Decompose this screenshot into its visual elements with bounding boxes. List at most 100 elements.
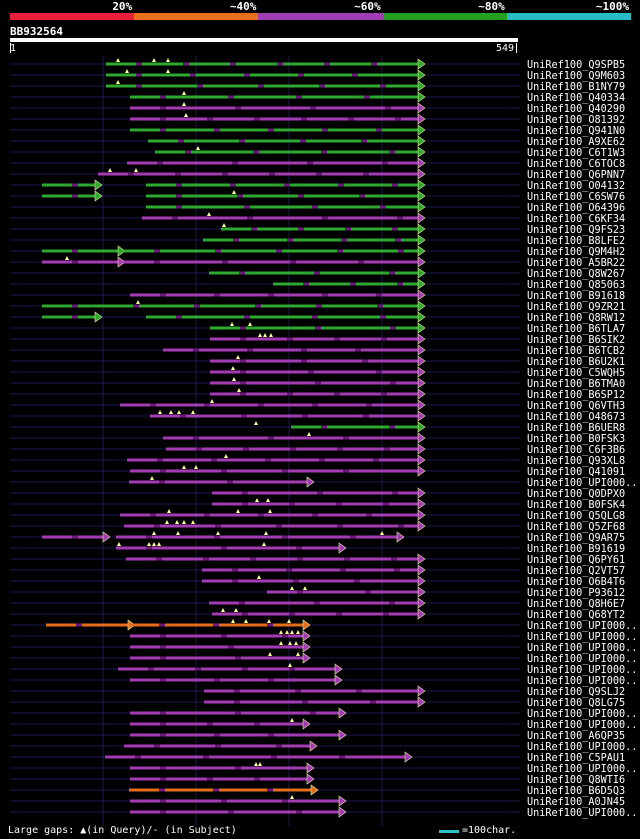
hit-label[interactable]: UniRef100_A0JN45 bbox=[527, 797, 625, 808]
hit-row[interactable]: UniRef100_Q8LG75 bbox=[10, 696, 625, 709]
hit-row[interactable]: UniRef100_Q6PNN7 bbox=[10, 168, 625, 181]
hit-label[interactable]: UniRef100_C6SW76 bbox=[527, 192, 625, 203]
hit-label[interactable]: UniRef100_Q8LG75 bbox=[527, 698, 625, 709]
hit-label[interactable]: UniRef100_O04132 bbox=[527, 181, 625, 192]
hit-label[interactable]: UniRef100_O48673 bbox=[527, 412, 625, 423]
hit-label[interactable]: UniRef100_Q0DPX0 bbox=[527, 489, 625, 500]
hit-row[interactable]: UniRef100_Q68YT2 bbox=[10, 608, 625, 621]
hit-row[interactable]: UniRef100_UPI000.. bbox=[10, 663, 637, 676]
hit-row[interactable]: UniRef100_Q9SLJ2 bbox=[10, 685, 625, 698]
hit-row[interactable]: UniRef100_C6T1W3 bbox=[10, 146, 625, 159]
hit-row[interactable]: UniRef100_Q40334 bbox=[10, 91, 625, 104]
hit-label[interactable]: UniRef100_Q40334 bbox=[527, 93, 625, 104]
hit-row[interactable]: UniRef100_Q8W267 bbox=[10, 267, 625, 280]
hit-label[interactable]: UniRef100_B91619 bbox=[527, 544, 625, 555]
hit-row[interactable]: UniRef100_UPI000.. bbox=[10, 674, 637, 687]
hit-label[interactable]: UniRef100_C6KF34 bbox=[527, 214, 625, 225]
hit-row[interactable]: UniRef100_Q9AR75 bbox=[10, 531, 625, 544]
hit-label[interactable]: UniRef100_Q9FS23 bbox=[527, 225, 625, 236]
hit-label[interactable]: UniRef100_Q5QLG8 bbox=[527, 511, 625, 522]
hit-label[interactable]: UniRef100_O6B4T6 bbox=[527, 577, 625, 588]
hit-row[interactable]: UniRef100_B6U2K1 bbox=[10, 355, 625, 368]
hit-row[interactable]: UniRef100_Q9SPB5 bbox=[10, 58, 625, 71]
hit-row[interactable]: UniRef100_B6SP12 bbox=[10, 388, 625, 401]
hit-row[interactable]: UniRef100_Q85063 bbox=[10, 278, 625, 291]
hit-row[interactable]: UniRef100_Q9FS23 bbox=[10, 223, 625, 236]
hit-row[interactable]: UniRef100_UPI000.. bbox=[10, 762, 637, 775]
hit-row[interactable]: UniRef100_Q8RW12 bbox=[10, 311, 625, 324]
hit-label[interactable]: UniRef100_Q85063 bbox=[527, 280, 625, 291]
hit-row[interactable]: UniRef100_P93612 bbox=[10, 586, 625, 599]
hit-label[interactable]: UniRef100_UPI000.. bbox=[527, 621, 637, 632]
hit-label[interactable]: UniRef100_UPI000.. bbox=[527, 742, 637, 753]
hit-label[interactable]: UniRef100_Q6PNN7 bbox=[527, 170, 625, 181]
hit-label[interactable]: UniRef100_B6TCB2 bbox=[527, 346, 625, 357]
hit-row[interactable]: UniRef100_C6KF34 bbox=[10, 212, 625, 225]
hit-row[interactable]: UniRef100_Q9M4H2 bbox=[10, 245, 625, 258]
hit-label[interactable]: UniRef100_Q9SPB5 bbox=[527, 60, 625, 71]
hit-label[interactable]: UniRef100_B6U2K1 bbox=[527, 357, 625, 368]
hit-row[interactable]: UniRef100_C6TOC8 bbox=[10, 157, 625, 170]
hit-label[interactable]: UniRef100_Q93XL8 bbox=[527, 456, 625, 467]
hit-row[interactable]: UniRef100_Q41091 bbox=[10, 465, 625, 478]
hit-label[interactable]: UniRef100_B6UER8 bbox=[527, 423, 625, 434]
hit-row[interactable]: UniRef100_Q941N0 bbox=[10, 124, 625, 137]
hit-label[interactable]: UniRef100_B0FSK3 bbox=[527, 434, 625, 445]
hit-row[interactable]: UniRef100_UPI000.. bbox=[10, 476, 637, 489]
hit-row[interactable]: UniRef100_O48673 bbox=[10, 410, 625, 423]
hit-label[interactable]: UniRef100_UPI000.. bbox=[527, 676, 637, 687]
hit-row[interactable]: UniRef100_Q9M603 bbox=[10, 69, 625, 82]
hit-row[interactable]: UniRef100_UPI000.. bbox=[10, 707, 637, 720]
hit-row[interactable]: UniRef100_B0FSK4 bbox=[10, 498, 625, 511]
hit-label[interactable]: UniRef100_B6SIK2 bbox=[527, 335, 625, 346]
hit-row[interactable]: UniRef100_B8LFE2 bbox=[10, 234, 625, 247]
hit-row[interactable]: UniRef100_O64396 bbox=[10, 201, 625, 214]
hit-row[interactable]: UniRef100_C6F3B6 bbox=[10, 443, 625, 456]
hit-label[interactable]: UniRef100_P93612 bbox=[527, 588, 625, 599]
hit-label[interactable]: UniRef100_Q9ZR21 bbox=[527, 302, 625, 313]
hit-label[interactable]: UniRef100_UPI000.. bbox=[527, 764, 637, 775]
hit-row[interactable]: UniRef100_O04132 bbox=[10, 179, 625, 192]
hit-label[interactable]: UniRef100_O64396 bbox=[527, 203, 625, 214]
hit-row[interactable]: UniRef100_UPI000.. bbox=[10, 619, 637, 632]
hit-label[interactable]: UniRef100_B6TLA7 bbox=[527, 324, 625, 335]
hit-row[interactable]: UniRef100_C5PAU1 bbox=[10, 751, 625, 764]
hit-row[interactable]: UniRef100_UPI000.. bbox=[10, 806, 637, 819]
hit-label[interactable]: UniRef100_B91618 bbox=[527, 291, 625, 302]
hit-row[interactable]: UniRef100_B6TCB2 bbox=[10, 344, 625, 357]
hit-label[interactable]: UniRef100_UPI000.. bbox=[527, 665, 637, 676]
hit-row[interactable]: UniRef100_Q93XL8 bbox=[10, 454, 625, 467]
hit-label[interactable]: UniRef100_UPI000.. bbox=[527, 709, 637, 720]
hit-label[interactable]: UniRef100_B1NY79 bbox=[527, 82, 625, 93]
hit-label[interactable]: UniRef100_A9XE62 bbox=[527, 137, 625, 148]
hit-label[interactable]: UniRef100_Q9SLJ2 bbox=[527, 687, 625, 698]
hit-row[interactable]: UniRef100_O6B4T6 bbox=[10, 575, 625, 588]
hit-label[interactable]: UniRef100_Q8RW12 bbox=[527, 313, 625, 324]
hit-row[interactable]: UniRef100_C6SW76 bbox=[10, 190, 625, 203]
hit-row[interactable]: UniRef100_UPI000.. bbox=[10, 718, 637, 731]
hit-label[interactable]: UniRef100_UPI000.. bbox=[527, 808, 637, 819]
hit-row[interactable]: UniRef100_Q5QLG8 bbox=[10, 509, 625, 522]
hit-row[interactable]: UniRef100_Q8H6E7 bbox=[10, 597, 625, 610]
hit-row[interactable]: UniRef100_Q2VT57 bbox=[10, 564, 625, 577]
hit-label[interactable]: UniRef100_Q6VTH3 bbox=[527, 401, 625, 412]
hit-label[interactable]: UniRef100_C5WQH5 bbox=[527, 368, 625, 379]
hit-row[interactable]: UniRef100_A0JN45 bbox=[10, 795, 625, 808]
hit-label[interactable]: UniRef100_C5PAU1 bbox=[527, 753, 625, 764]
hit-row[interactable]: UniRef100_Q8WTI6 bbox=[10, 773, 625, 786]
hit-label[interactable]: UniRef100_Q2VT57 bbox=[527, 566, 625, 577]
hit-row[interactable]: UniRef100_O81392 bbox=[10, 113, 625, 126]
hit-label[interactable]: UniRef100_Q9AR75 bbox=[527, 533, 625, 544]
hit-label[interactable]: UniRef100_C6F3B6 bbox=[527, 445, 625, 456]
hit-row[interactable]: UniRef100_B6UER8 bbox=[10, 421, 625, 434]
hit-row[interactable]: UniRef100_B91619 bbox=[10, 542, 625, 555]
hit-row[interactable]: UniRef100_B6TMA0 bbox=[10, 377, 625, 390]
hit-label[interactable]: UniRef100_O81392 bbox=[527, 115, 625, 126]
hit-label[interactable]: UniRef100_B0FSK4 bbox=[527, 500, 625, 511]
hit-label[interactable]: UniRef100_UPI000.. bbox=[527, 720, 637, 731]
hit-row[interactable]: UniRef100_C5WQH5 bbox=[10, 366, 625, 379]
hit-label[interactable]: UniRef100_Q8WTI6 bbox=[527, 775, 625, 786]
hit-label[interactable]: UniRef100_UPI000.. bbox=[527, 643, 637, 654]
hit-label[interactable]: UniRef100_UPI000.. bbox=[527, 478, 637, 489]
hit-row[interactable]: UniRef100_UPI000.. bbox=[10, 630, 637, 643]
